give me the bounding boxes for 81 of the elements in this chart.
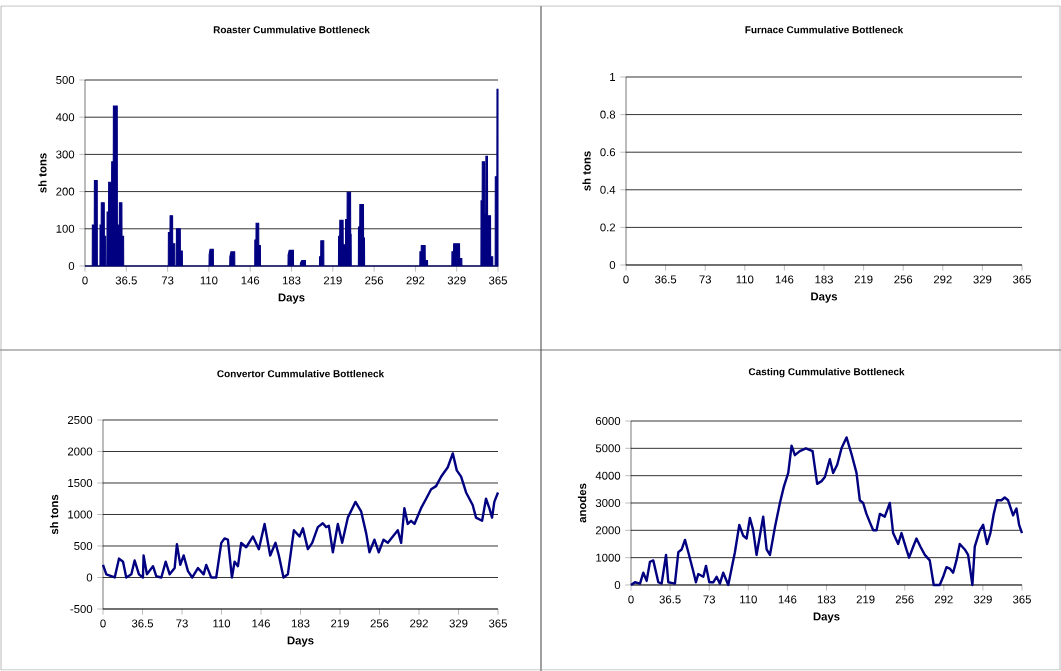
x-tick-label: 0 (623, 275, 629, 284)
x-tick-label: 73 (161, 276, 174, 285)
x-tick-label: 110 (736, 275, 754, 284)
y-tick-label: 100 (56, 224, 75, 233)
y-tick-label: 2000 (595, 526, 621, 535)
y-tick-label: 200 (56, 187, 75, 196)
x-tick-label: 292 (933, 275, 952, 284)
y-tick-label: 3000 (595, 498, 621, 507)
x-tick-label: 110 (200, 276, 218, 285)
x-tick-label: 256 (370, 619, 389, 628)
y-tick-label: 0.8 (600, 110, 616, 119)
y-tick-label: 2500 (67, 415, 93, 424)
x-tick-label: 146 (778, 595, 797, 604)
x-tick-label: 329 (973, 275, 992, 284)
y-tick-label: 500 (56, 76, 75, 84)
x-tick-label: 183 (291, 619, 310, 628)
x-tick-label: 36.5 (115, 276, 137, 285)
y-tick-label: 5000 (595, 444, 621, 453)
x-tick-label: 110 (740, 595, 757, 604)
x-tick-label: 219 (854, 275, 873, 284)
x-tick-label: 183 (815, 275, 833, 284)
x-tick-label: 219 (323, 276, 342, 285)
x-tick-label: 36.5 (655, 275, 677, 284)
y-tick-label: 500 (74, 541, 93, 550)
y-tick-label: 1000 (68, 510, 93, 519)
x-tick-label: 73 (699, 275, 712, 284)
x-tick-label: 329 (973, 595, 992, 604)
x-tick-label: 110 (213, 619, 231, 628)
x-tick-label: 146 (775, 275, 794, 284)
x-tick-label: 292 (410, 619, 428, 628)
y-tick-label: 1500 (68, 478, 93, 487)
y-tick-label: 6000 (595, 417, 621, 425)
y-tick-label: 1000 (596, 553, 621, 562)
x-tick-label: 73 (703, 595, 716, 604)
x-tick-label: 292 (934, 595, 953, 604)
x-tick-label: 146 (241, 276, 260, 285)
y-tick-label: 1 (610, 73, 616, 81)
y-tick-label: 0 (614, 580, 621, 589)
x-tick-label: 365 (1012, 275, 1031, 284)
x-tick-label: 146 (252, 619, 270, 628)
chart-title: Casting Cummulative Bottleneck (748, 367, 905, 378)
x-axis-title: Days (278, 293, 305, 304)
y-axis-title: sh tons (49, 494, 59, 535)
chart-title: Furnace Cummulative Bottleneck (745, 25, 904, 34)
y-tick-label: 2000 (67, 447, 93, 456)
x-tick-label: 219 (331, 619, 349, 628)
x-tick-label: 36.5 (659, 595, 681, 604)
x-tick-label: 183 (817, 595, 836, 604)
y-tick-label: 0 (68, 261, 75, 270)
y-tick-label: 0 (86, 573, 93, 582)
x-axis-title: Days (811, 292, 838, 303)
y-tick-label: 0.2 (600, 223, 616, 232)
y-tick-label: 0.4 (600, 185, 616, 194)
x-tick-label: 183 (282, 276, 301, 285)
x-tick-label: 36.5 (131, 619, 154, 628)
x-tick-label: 365 (1012, 595, 1031, 604)
x-tick-label: 292 (406, 276, 425, 285)
y-tick-label: 400 (55, 113, 75, 122)
y-axis-title: sh tons (582, 151, 591, 191)
chart-title: Roaster Cummulative Bottleneck (213, 25, 370, 34)
x-tick-label: 365 (488, 276, 507, 285)
x-tick-label: 219 (856, 595, 875, 604)
y-tick-label: 0.6 (600, 148, 616, 157)
y-tick-label: 0 (609, 260, 616, 269)
x-axis-title: Days (813, 612, 840, 623)
chart-title: Convertor Cummulative Bottleneck (217, 369, 385, 378)
x-tick-label: 0 (628, 595, 634, 604)
x-tick-label: 256 (895, 595, 914, 604)
x-axis-title: Days (287, 636, 314, 647)
x-tick-label: 329 (447, 276, 466, 285)
x-tick-label: 329 (449, 619, 468, 628)
y-tick-label: 300 (56, 150, 75, 159)
x-tick-label: 0 (100, 619, 106, 628)
x-tick-label: 73 (176, 619, 188, 628)
y-axis-title: sh tons (38, 153, 47, 193)
x-tick-label: 256 (894, 275, 913, 284)
x-tick-label: 256 (365, 276, 384, 285)
y-tick-label: 4000 (595, 471, 621, 480)
y-tick-label: -500 (70, 604, 93, 613)
x-tick-label: 365 (488, 619, 507, 628)
y-axis-title: anodes (577, 483, 587, 523)
